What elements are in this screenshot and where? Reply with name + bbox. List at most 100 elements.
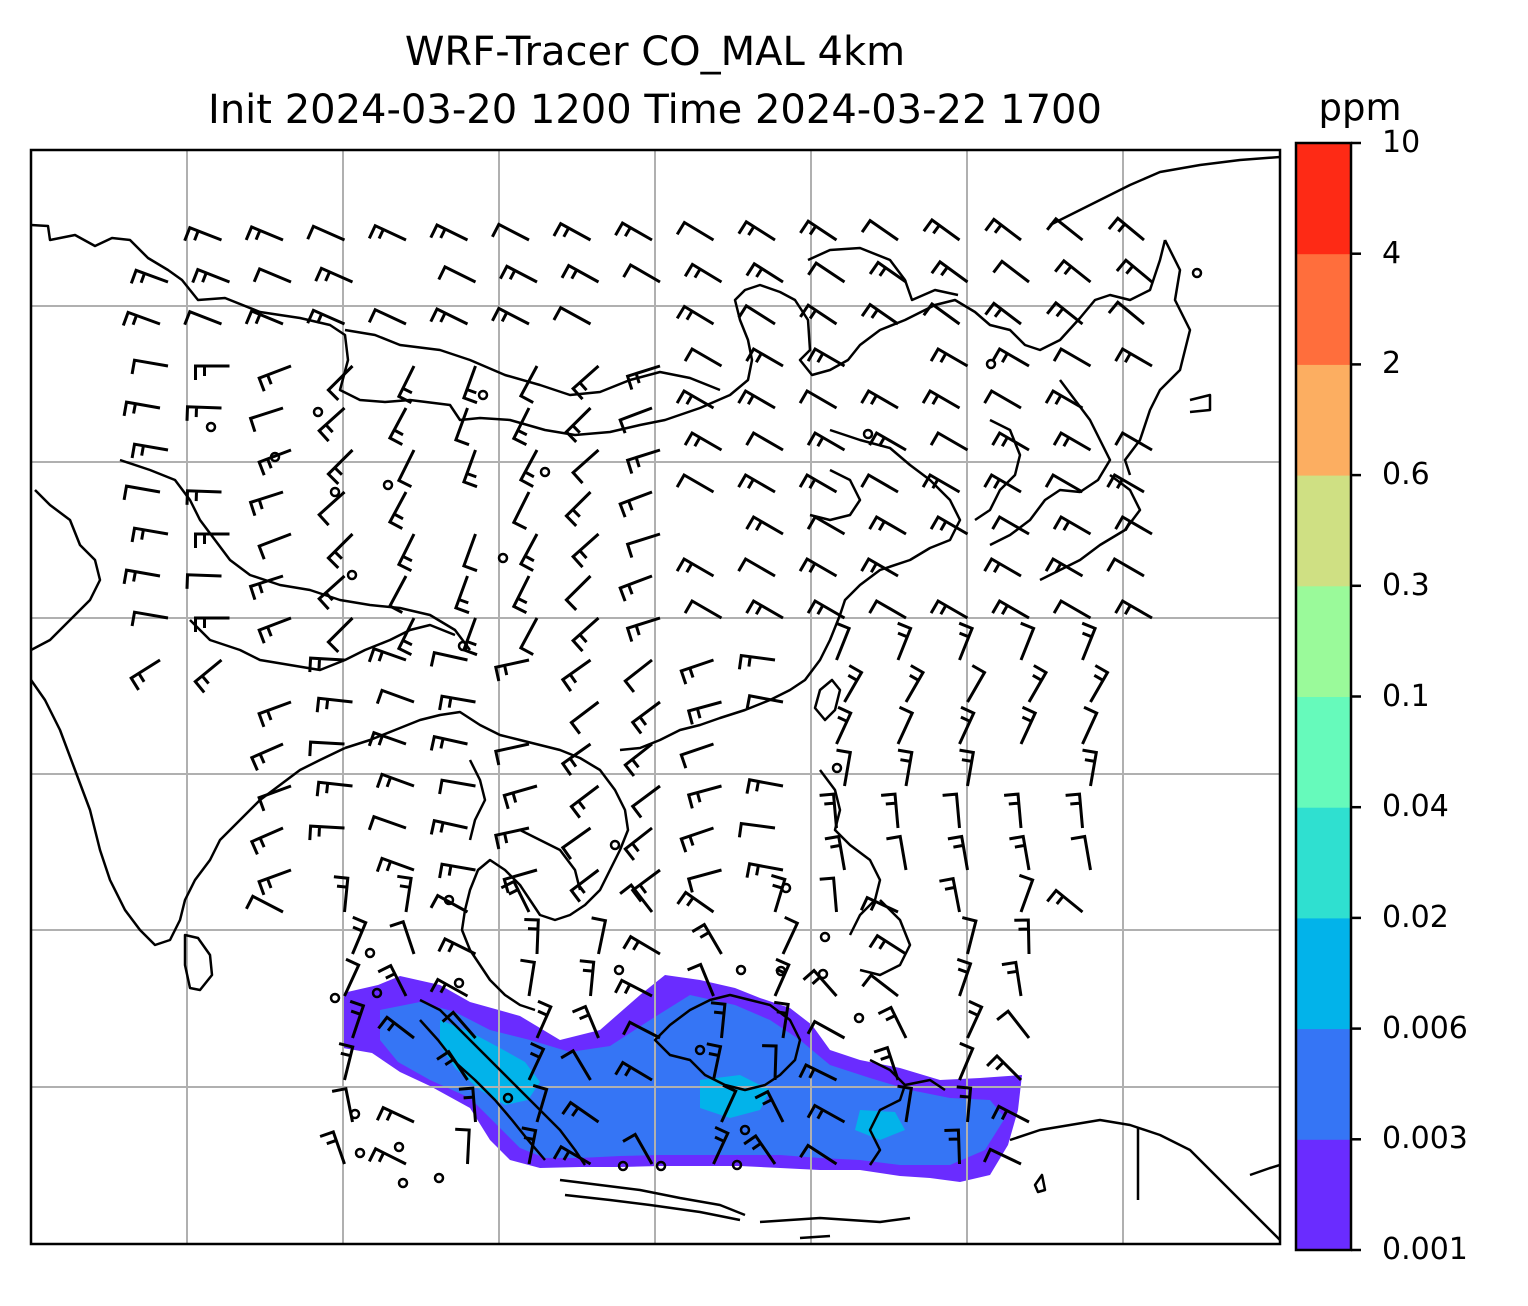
wind-barb	[944, 1128, 961, 1165]
wind-barb	[1044, 388, 1084, 410]
wind-barb	[1003, 792, 1023, 829]
colorbar-swatch	[1296, 917, 1351, 1030]
colorbar-swatch	[1296, 143, 1351, 255]
wind-barb	[429, 222, 469, 242]
wind-barb	[343, 957, 361, 997]
wind-barb	[396, 533, 416, 573]
wind-barb	[959, 748, 976, 787]
wind-barb	[389, 919, 416, 955]
wind-barb	[1019, 705, 1038, 745]
wind-barb	[618, 574, 653, 602]
wind-barb	[860, 302, 899, 326]
wind-barb	[122, 568, 161, 585]
wind-barb	[570, 448, 600, 485]
wind-barb	[706, 1042, 723, 1081]
wind-barb	[491, 306, 530, 326]
wind-barb	[570, 364, 600, 401]
wind-barb	[745, 598, 784, 620]
wind-barb	[983, 556, 1022, 578]
wind-barb	[500, 879, 531, 913]
wind-barb	[518, 365, 539, 404]
wind-barb	[560, 658, 592, 692]
wind-barb	[806, 1019, 846, 1040]
wind-barb	[438, 694, 476, 711]
wind-barb	[1106, 472, 1145, 494]
wind-barb	[1018, 873, 1035, 913]
wind-barb	[1106, 556, 1145, 578]
wind-barb	[552, 221, 592, 242]
wind-barb	[618, 406, 653, 434]
wind-barb	[929, 514, 969, 536]
wind-barb	[686, 700, 722, 725]
wind-barb	[248, 574, 284, 601]
wind-barb	[129, 658, 161, 691]
wind-barb	[1114, 346, 1153, 368]
wind-barb	[441, 1010, 477, 1039]
wind-barb	[560, 1048, 592, 1081]
wind-barb	[429, 306, 469, 326]
colorbar-tick-label: 0.04	[1382, 789, 1449, 825]
wind-barb	[886, 834, 908, 871]
wind-barb	[257, 616, 292, 644]
wind-barb	[252, 266, 292, 284]
wind-barb	[897, 1084, 914, 1123]
wind-barb	[745, 694, 784, 710]
wind-barb	[991, 430, 1030, 452]
wind-barb	[315, 780, 353, 797]
wind-barb	[683, 262, 723, 284]
wind-barb	[691, 922, 723, 955]
wind-barb	[1019, 621, 1036, 661]
wind-barb	[249, 826, 284, 856]
wind-barb	[248, 406, 284, 433]
wind-barb	[436, 1049, 469, 1081]
wind-barb	[1046, 216, 1084, 242]
wind-barb	[194, 532, 230, 548]
wind-barb	[579, 959, 596, 997]
wind-barb	[244, 309, 284, 326]
wind-barb	[396, 449, 416, 489]
wind-barb	[622, 1132, 654, 1165]
wind-barb	[986, 1053, 1023, 1082]
wind-barb	[326, 616, 354, 653]
wind-barb	[929, 430, 969, 452]
wind-barb	[437, 264, 477, 284]
wind-barb	[121, 310, 161, 327]
wind-barb	[306, 224, 346, 242]
wind-barb	[622, 262, 661, 284]
colorbar-swatch	[1296, 253, 1351, 365]
wind-barb	[930, 259, 969, 284]
wind-barb	[922, 301, 961, 326]
wind-barb	[991, 1104, 1030, 1124]
wind-barb	[991, 346, 1030, 368]
wind-barb	[429, 734, 468, 751]
wind-barb	[461, 365, 478, 405]
coastlines	[31, 155, 1280, 1241]
wind-barb	[683, 346, 723, 368]
wind-barb	[249, 742, 284, 772]
wind-barb	[326, 364, 354, 401]
wind-barb	[571, 1004, 600, 1039]
wind-barb	[306, 308, 346, 326]
wind-barb	[396, 365, 416, 405]
wind-barb	[622, 934, 661, 956]
wind-barb	[1054, 258, 1092, 284]
wind-barb	[326, 448, 354, 485]
colorbar-swatch	[1296, 585, 1351, 697]
wind-barb	[319, 1129, 346, 1165]
wind-barb	[799, 1143, 838, 1166]
wind-barb	[737, 653, 776, 670]
wind-barb	[859, 895, 899, 914]
wind-barb	[518, 617, 539, 656]
wind-barb	[625, 364, 661, 391]
wind-barb	[836, 748, 853, 787]
wind-barb	[1114, 514, 1153, 536]
wind-barb	[687, 962, 715, 997]
wind-barb	[377, 963, 408, 997]
wind-barb	[843, 664, 864, 703]
colorbar-tick-label: 0.3	[1382, 567, 1430, 603]
wind-barb	[315, 696, 353, 713]
wind-barb	[802, 968, 838, 997]
wind-barb	[494, 658, 530, 682]
plume-band-0.006-b	[700, 1075, 770, 1118]
wind-barb	[244, 225, 284, 242]
